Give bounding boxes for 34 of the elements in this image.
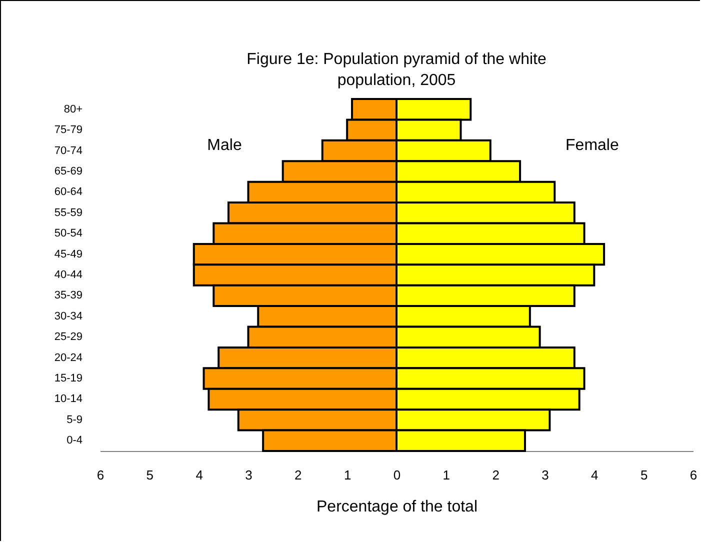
x-tick-label: 2 <box>294 468 302 482</box>
x-tick-label: 1 <box>442 468 450 482</box>
y-tick-label: 55-59 <box>54 206 82 219</box>
y-tick-label: 40-44 <box>54 269 82 281</box>
y-tick-label: 75-79 <box>54 124 82 136</box>
y-tick-label: 30-34 <box>54 310 82 322</box>
y-tick-label: 65-69 <box>54 165 82 178</box>
y-tick-label: 5-9 <box>66 414 82 426</box>
x-tick-label: 3 <box>542 468 549 482</box>
y-tick-label: 50-54 <box>54 228 82 240</box>
x-tick-label: 1 <box>344 468 352 482</box>
x-tick-label: 2 <box>492 468 500 482</box>
x-tick-label: 3 <box>245 468 252 482</box>
x-axis-title: Percentage of the total <box>316 498 478 516</box>
y-tick-label: 0-4 <box>66 434 82 447</box>
x-tick-label: 0 <box>393 468 401 482</box>
y-tick-label: 60-64 <box>54 186 82 198</box>
y-tick-label: 80+ <box>64 103 82 116</box>
series-label: Female <box>566 136 619 154</box>
y-tick-label: 25-29 <box>54 331 82 344</box>
x-tick-label: 6 <box>690 468 698 482</box>
x-tick-label: 4 <box>591 468 598 482</box>
y-tick-label: 15-19 <box>54 372 82 385</box>
chart-title: Figure 1e: Population pyramid of the white population, 2005 <box>246 51 546 89</box>
y-tick-label: 20-24 <box>54 352 82 364</box>
x-tick-label: 6 <box>96 468 104 482</box>
x-tick-label: 4 <box>196 468 203 482</box>
x-tick-label: 5 <box>640 468 648 482</box>
y-tick-label: 45-49 <box>54 248 82 260</box>
series-label: Male <box>207 136 242 154</box>
x-tick-label: 5 <box>146 468 154 482</box>
y-tick-label: 10-14 <box>54 393 82 406</box>
y-tick-label: 70-74 <box>54 144 82 157</box>
y-tick-label: 35-39 <box>54 290 82 302</box>
